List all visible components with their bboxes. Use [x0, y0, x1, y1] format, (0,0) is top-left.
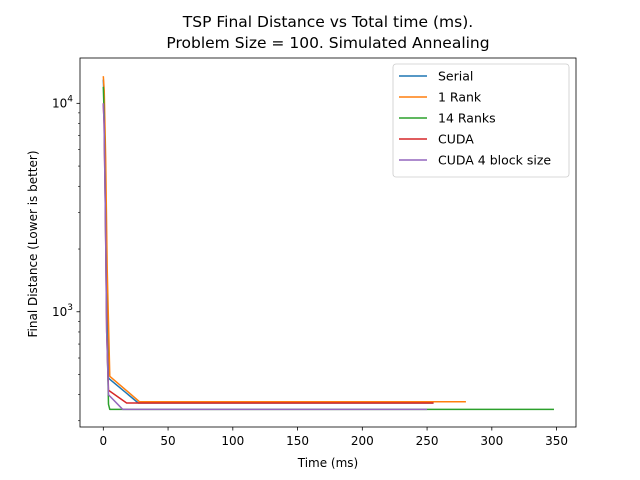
x-tick-label: 350 — [545, 434, 568, 448]
axes-frame — [79, 57, 577, 428]
legend-label: CUDA 4 block size — [438, 153, 551, 168]
plot-frame — [79, 57, 577, 428]
legend-box — [392, 63, 570, 178]
x-tick-label: 100 — [221, 434, 244, 448]
x-tick-label: 50 — [160, 434, 175, 448]
y-tick-label: 103 — [52, 303, 73, 319]
x-tick-label: 150 — [286, 434, 309, 448]
legend: Serial 1 Rank 14 Ranks CUDA CUDA 4 block siz… — [392, 63, 570, 178]
x-axis-ticks: 0 50 100 150 200 250 300 350 — [99, 427, 568, 448]
x-tick-label: 200 — [351, 434, 374, 448]
plot-lines — [102, 76, 554, 411]
series-line-4 — [102, 103, 428, 411]
y-tick-label: 104 — [52, 94, 73, 110]
series-line-1 — [102, 76, 466, 403]
x-tick-label: 250 — [416, 434, 439, 448]
x-tick-label: 0 — [99, 434, 107, 448]
chart-title-line-1: TSP Final Distance vs Total time (ms). — [182, 13, 473, 31]
series-line-0 — [102, 79, 434, 404]
y-axis-label: Final Distance (Lower is better) — [26, 150, 40, 337]
x-tick-label: 300 — [480, 434, 503, 448]
chart-title-line-2: Problem Size = 100. Simulated Annealing — [166, 34, 489, 52]
legend-label: Serial — [438, 69, 473, 84]
legend-label: 14 Ranks — [438, 111, 496, 126]
legend-label: CUDA — [438, 132, 474, 147]
series-line-3 — [102, 103, 434, 404]
x-axis-label: Time (ms) — [297, 456, 359, 470]
y-axis-ticks: 103 104 — [52, 94, 80, 422]
legend-label: 1 Rank — [438, 90, 482, 105]
